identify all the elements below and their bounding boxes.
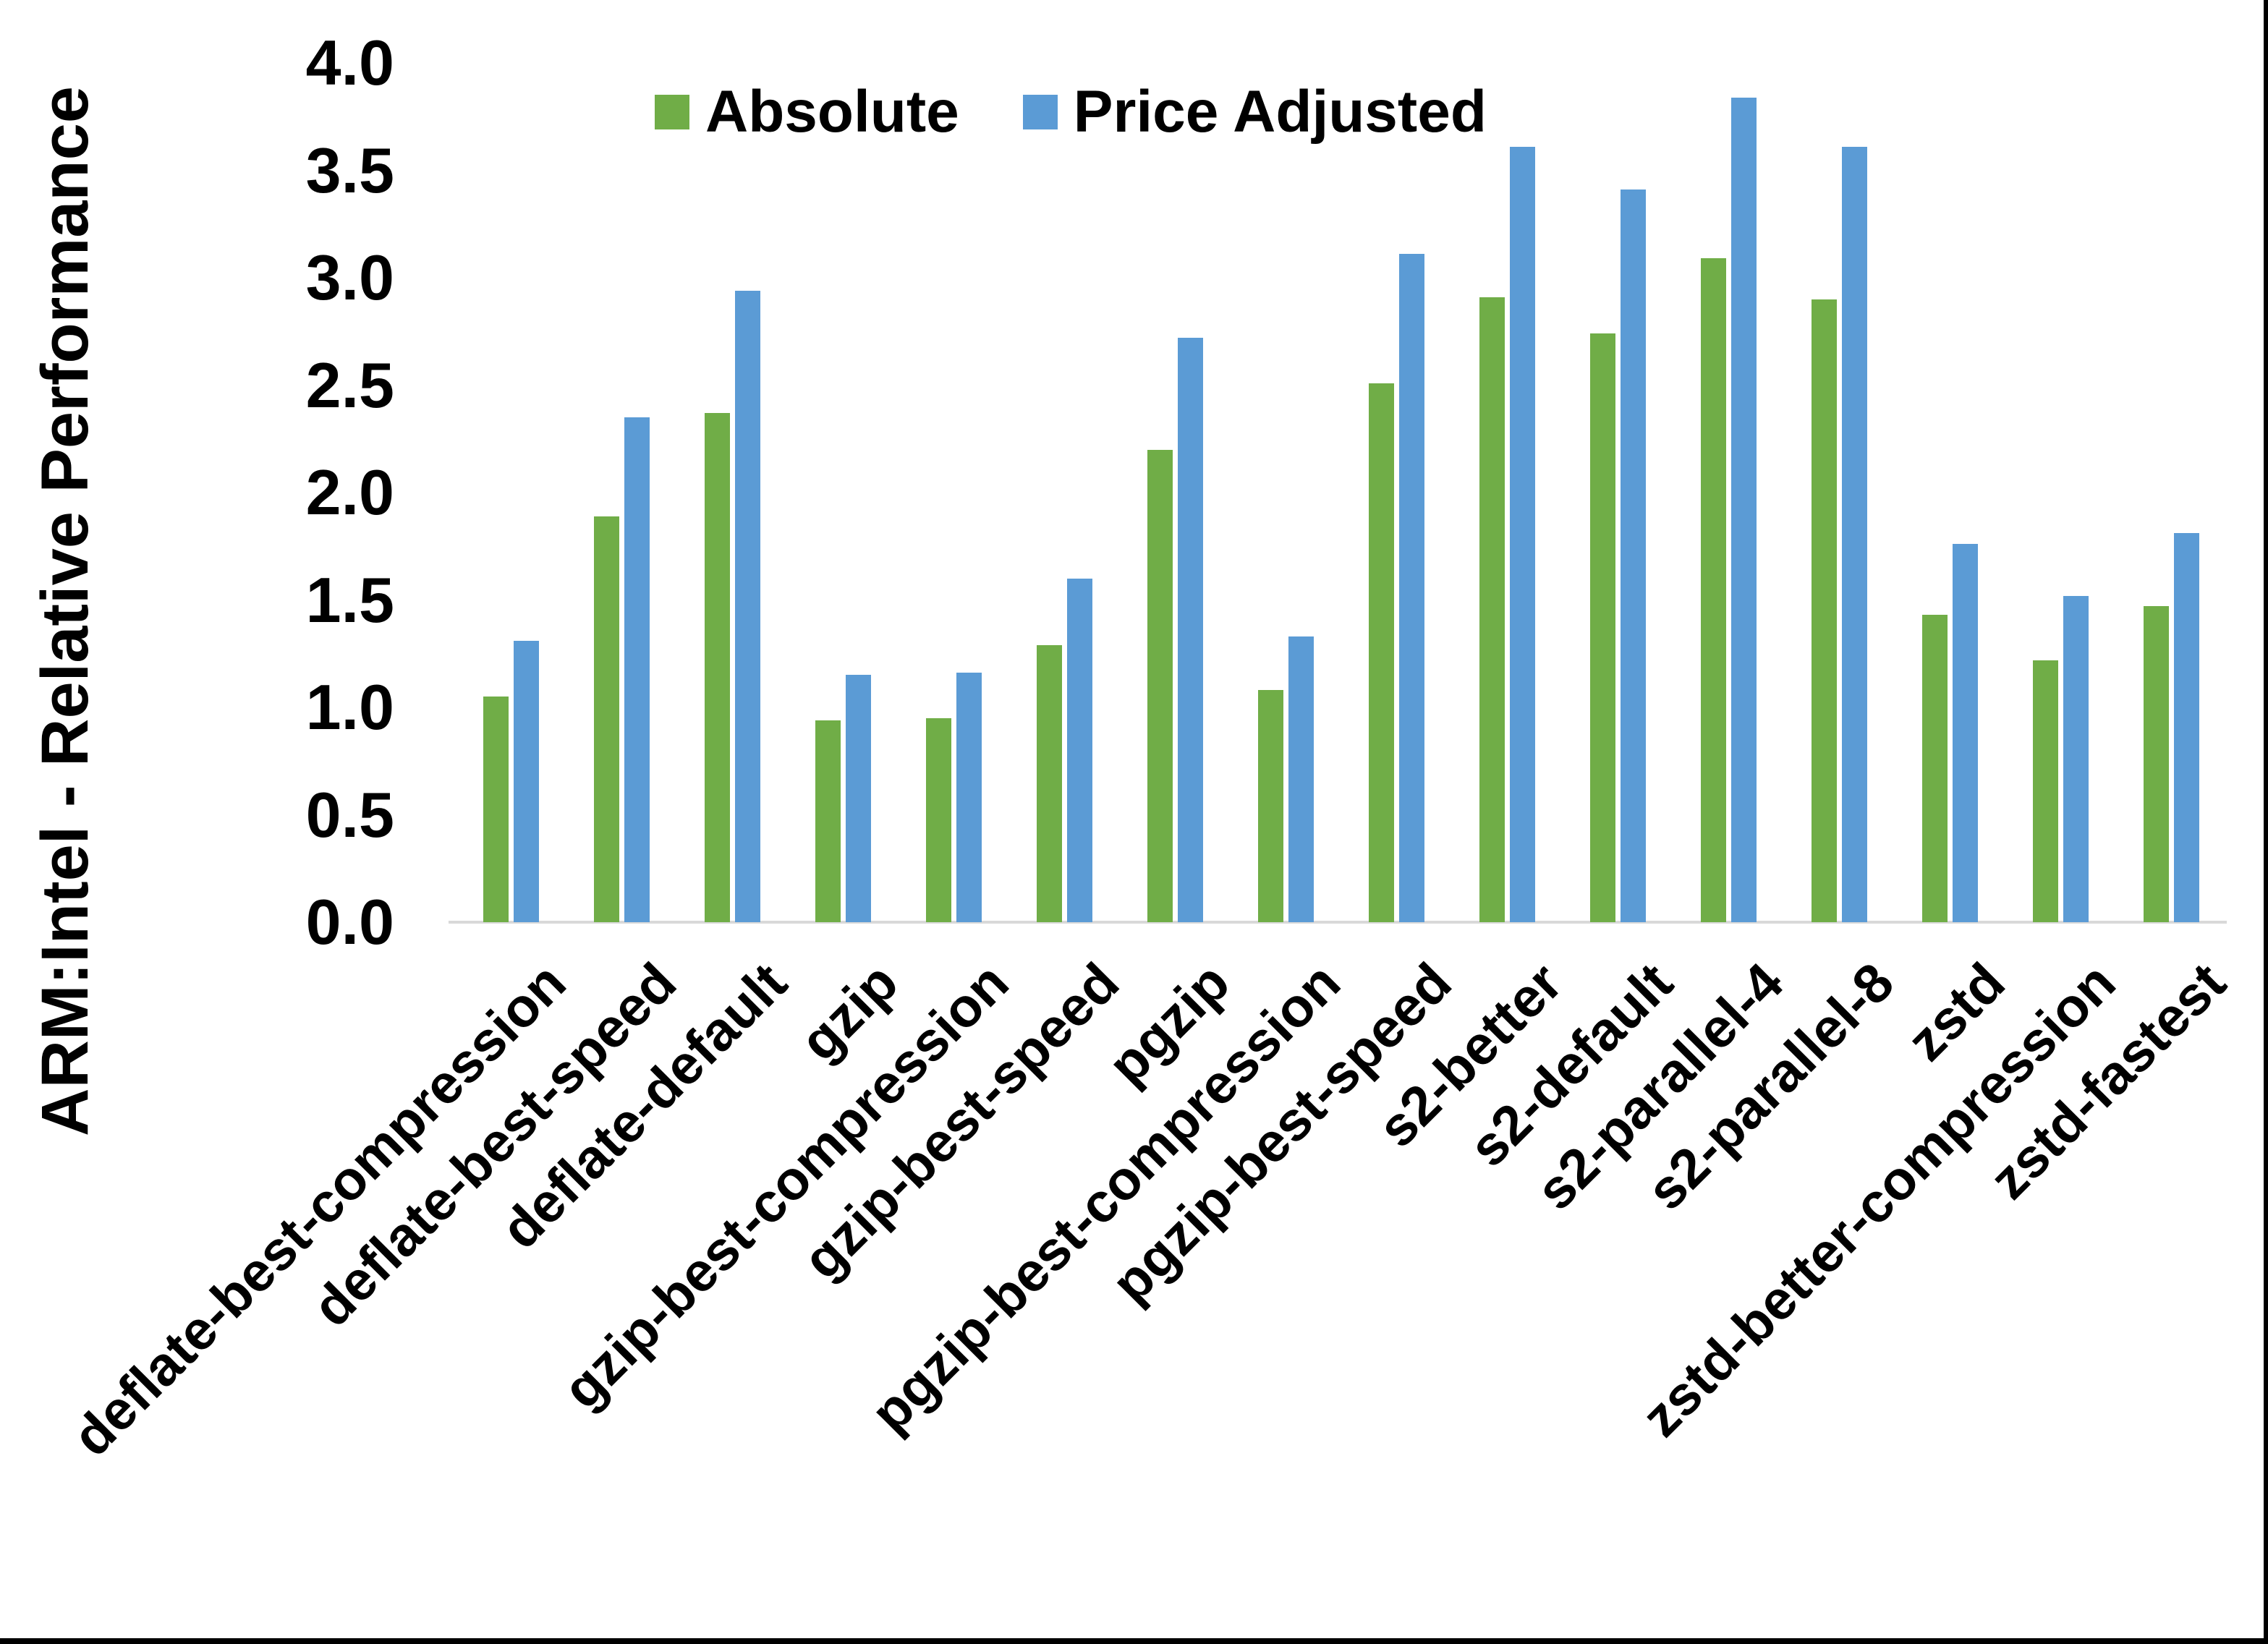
- y-tick-label: 2.5: [305, 349, 394, 421]
- chart-legend: Absolute Price Adjusted: [655, 78, 1487, 146]
- bar-pgzip-price-adjusted: [1178, 338, 1203, 922]
- bar-deflate-default-absolute: [705, 413, 730, 922]
- bar-s2-better-price-adjusted: [1510, 147, 1535, 922]
- bar-deflate-default-price-adjusted: [735, 291, 760, 922]
- bar-zstd-fastest-absolute: [2144, 606, 2169, 922]
- bar-zstd-absolute: [1922, 615, 1948, 922]
- bar-s2-better-absolute: [1479, 297, 1505, 922]
- bar-s2-parallel-4-absolute: [1701, 258, 1726, 922]
- x-axis-line: [449, 921, 2227, 924]
- bar-pgzip-best-compression-absolute: [1258, 690, 1283, 922]
- legend-entry-price-adjusted: Price Adjusted: [1022, 78, 1487, 146]
- bar-gzip-absolute: [815, 720, 841, 922]
- y-tick-label: 1.0: [305, 671, 394, 743]
- bar-pgzip-best-speed-price-adjusted: [1399, 254, 1424, 922]
- bar-zstd-fastest-price-adjusted: [2174, 533, 2199, 922]
- bar-gzip-best-speed-absolute: [1037, 645, 1062, 922]
- bar-zstd-better-compression-absolute: [2033, 660, 2058, 922]
- y-tick-label: 3.0: [305, 242, 394, 313]
- bar-zstd-better-compression-price-adjusted: [2063, 596, 2089, 922]
- y-tick-label: 2.0: [305, 456, 394, 528]
- bar-zstd-price-adjusted: [1953, 544, 1978, 922]
- legend-label-absolute: Absolute: [705, 79, 959, 145]
- bar-deflate-best-speed-price-adjusted: [624, 417, 650, 922]
- bar-pgzip-best-speed-absolute: [1369, 383, 1394, 922]
- y-axis-title: ARM:Intel - Relative Performance: [28, 86, 102, 1136]
- bar-deflate-best-speed-absolute: [594, 516, 619, 922]
- bar-s2-parallel-8-absolute: [1812, 299, 1837, 922]
- bar-s2-parallel-8-price-adjusted: [1842, 147, 1867, 922]
- legend-swatch-absolute: [655, 95, 689, 129]
- bar-pgzip-best-compression-price-adjusted: [1288, 636, 1314, 922]
- y-tick-label: 0.0: [305, 886, 394, 958]
- bar-s2-default-price-adjusted: [1621, 189, 1646, 922]
- screenshot-bottom-border: [0, 1638, 2268, 1644]
- bar-s2-default-absolute: [1590, 333, 1615, 922]
- bar-gzip-best-compression-absolute: [926, 718, 951, 922]
- legend-label-price-adjusted: Price Adjusted: [1073, 79, 1487, 145]
- bar-deflate-best-compression-price-adjusted: [514, 641, 539, 922]
- bar-gzip-price-adjusted: [846, 675, 871, 922]
- screenshot-right-border: [2264, 0, 2268, 1644]
- y-tick-label: 4.0: [305, 27, 394, 98]
- bar-gzip-best-compression-price-adjusted: [956, 673, 982, 922]
- y-tick-label: 3.5: [305, 134, 394, 206]
- bar-deflate-best-compression-absolute: [483, 697, 509, 922]
- bar-s2-parallel-4-price-adjusted: [1731, 98, 1757, 922]
- bar-gzip-best-speed-price-adjusted: [1067, 579, 1092, 922]
- y-tick-label: 1.5: [305, 563, 394, 636]
- legend-swatch-price-adjusted: [1022, 95, 1058, 129]
- legend-entry-absolute: Absolute: [655, 78, 959, 146]
- bar-pgzip-absolute: [1147, 450, 1173, 922]
- y-tick-label: 0.5: [305, 778, 394, 851]
